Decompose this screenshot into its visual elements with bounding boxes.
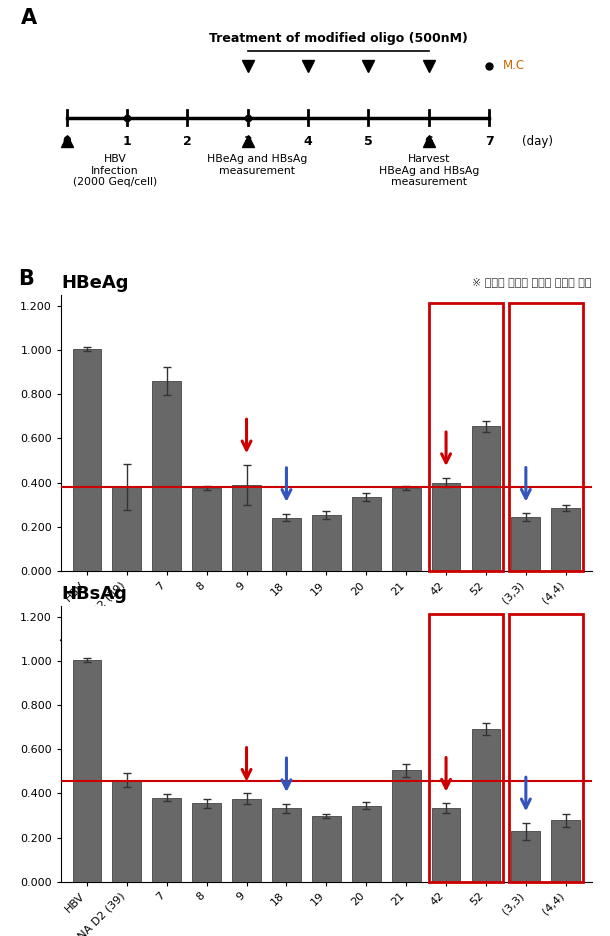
Text: Treatment of modified oligo (500nM): Treatment of modified oligo (500nM) bbox=[209, 32, 468, 45]
Bar bbox=[312, 816, 341, 882]
Bar bbox=[272, 518, 301, 571]
Bar bbox=[272, 808, 301, 882]
Bar bbox=[152, 797, 181, 882]
Bar bbox=[152, 381, 181, 571]
Bar bbox=[352, 806, 381, 882]
Bar bbox=[472, 426, 500, 571]
Bar bbox=[551, 820, 580, 882]
Text: 4: 4 bbox=[304, 135, 312, 148]
Bar bbox=[392, 488, 420, 571]
Text: B: B bbox=[18, 270, 34, 289]
Text: HBeAg: HBeAg bbox=[61, 274, 129, 292]
Bar bbox=[232, 798, 261, 882]
Bar bbox=[73, 660, 101, 882]
Text: HBeAg and HBsAg
measurement: HBeAg and HBsAg measurement bbox=[207, 154, 307, 176]
Bar bbox=[352, 497, 381, 571]
Bar bbox=[509, 614, 583, 882]
Bar bbox=[429, 614, 503, 882]
Bar bbox=[512, 518, 540, 571]
Text: 6: 6 bbox=[425, 135, 433, 148]
Text: 3: 3 bbox=[243, 135, 252, 148]
Bar bbox=[73, 349, 101, 571]
Text: M.C: M.C bbox=[503, 59, 525, 72]
Bar bbox=[392, 770, 420, 882]
Text: ※ 비슷한 구조를 화살표 색으로 구분: ※ 비슷한 구조를 화살표 색으로 구분 bbox=[472, 276, 592, 286]
Bar bbox=[312, 516, 341, 571]
Bar bbox=[432, 483, 461, 571]
Text: Harvest
HBeAg and HBsAg
measurement: Harvest HBeAg and HBsAg measurement bbox=[379, 154, 479, 187]
Text: 0: 0 bbox=[62, 135, 71, 148]
Text: A: A bbox=[21, 7, 37, 28]
Bar bbox=[112, 780, 141, 882]
Bar bbox=[112, 487, 141, 571]
Text: 5: 5 bbox=[364, 135, 373, 148]
Bar bbox=[472, 729, 500, 882]
Text: (day): (day) bbox=[522, 135, 553, 148]
Bar bbox=[192, 803, 221, 882]
Bar bbox=[512, 831, 540, 882]
Text: HBsAg: HBsAg bbox=[61, 585, 127, 603]
Bar bbox=[432, 808, 461, 882]
Bar bbox=[192, 488, 221, 571]
Bar bbox=[551, 508, 580, 571]
Text: 2: 2 bbox=[183, 135, 192, 148]
Text: 7: 7 bbox=[485, 135, 493, 148]
Bar bbox=[509, 303, 583, 571]
Bar bbox=[232, 485, 261, 571]
Text: 1: 1 bbox=[123, 135, 131, 148]
Text: HBV
Infection
(2000 Geq/cell): HBV Infection (2000 Geq/cell) bbox=[73, 154, 157, 187]
Bar bbox=[429, 303, 503, 571]
